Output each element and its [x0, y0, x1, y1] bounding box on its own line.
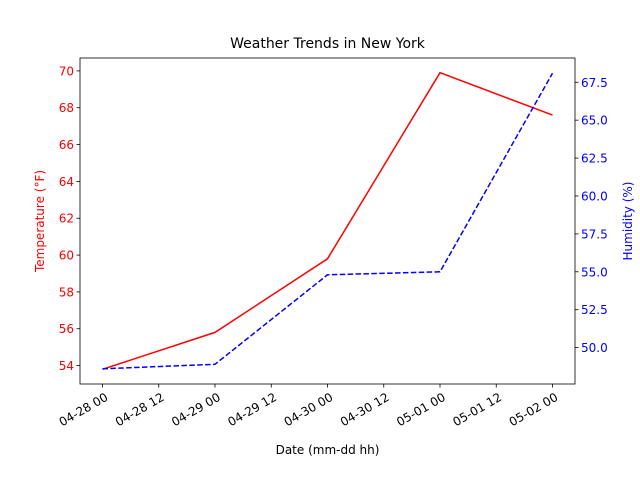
y-left-tick-label-7: 68 [59, 101, 74, 115]
y-axis-left-label: Temperature (°F) [33, 170, 47, 273]
y-left-tick-label-0: 54 [59, 359, 74, 373]
x-axis-label: Date (mm-dd hh) [276, 443, 380, 457]
plot-area [102, 71, 554, 371]
y-right-tick-label-7: 67.5 [581, 76, 608, 90]
y-right-tick-label-0: 50.0 [581, 341, 608, 355]
y-left-tick-label-2: 58 [59, 285, 74, 299]
y-right-tick-label-4: 60.0 [581, 189, 608, 203]
y-right-tick-label-3: 57.5 [581, 227, 608, 241]
y-left-tick-label-6: 66 [59, 138, 74, 152]
y-axis-right-label: Humidity (%) [621, 182, 635, 261]
y-left-tick-label-8: 70 [59, 64, 74, 78]
y-right-tick-label-5: 62.5 [581, 152, 608, 166]
y-right-tick-label-6: 65.0 [581, 114, 608, 128]
y-left-tick-label-5: 64 [59, 175, 74, 189]
y-right-tick-label-2: 55.0 [581, 265, 608, 279]
y-left-tick-label-3: 60 [59, 249, 74, 263]
y-left-tick-label-4: 62 [59, 212, 74, 226]
y-right-tick-label-1: 52.5 [581, 303, 608, 317]
chart-title: Weather Trends in New York [230, 36, 426, 52]
y-left-tick-label-1: 56 [59, 322, 74, 336]
